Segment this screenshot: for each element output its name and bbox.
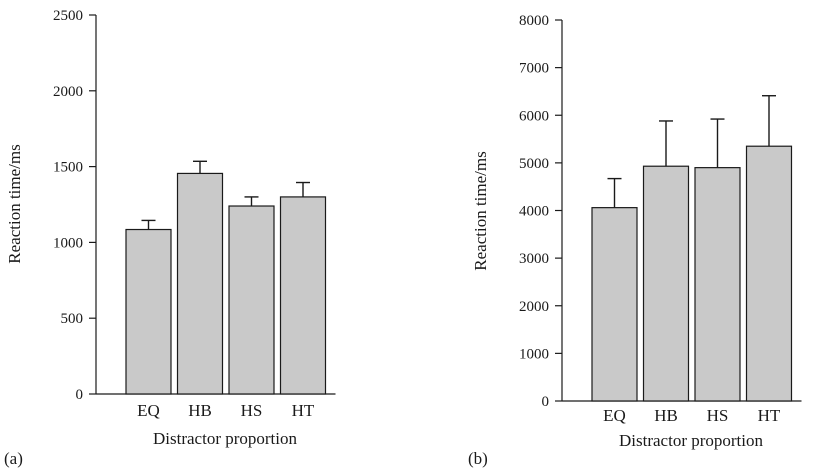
y-tick-label-b: 4000 [519,204,549,220]
y-tick-label-a: 500 [61,311,84,327]
category-label-b: HB [654,406,678,425]
y-tick-label-a: 0 [76,387,84,403]
y-tick-label-b: 3000 [519,251,549,267]
category-label-a: HB [188,401,212,420]
y-tick-label-b: 8000 [519,13,549,29]
y-tick-label-a: 2500 [53,8,83,24]
y-tick-label-a: 1500 [53,160,83,176]
panel-label-a: (a) [4,449,23,468]
y-tick-label-b: 2000 [519,299,549,315]
category-label-b: HS [707,406,729,425]
y-tick-label-a: 1000 [53,235,83,251]
bar-b-hs [694,167,741,402]
chart-panel-a: Reaction time/ms Distractor proportion (… [4,8,336,468]
bar-a-hb [176,172,224,395]
category-label-a: HS [241,401,263,420]
y-axis-title-a: Reaction time/ms [5,144,24,263]
x-axis-title-a: Distractor proportion [153,429,297,448]
y-axis-title-b: Reaction time/ms [471,151,490,270]
category-label-b: HT [758,406,781,425]
chart-panel-b: Reaction time/ms Distractor proportion (… [468,13,802,468]
bar-a-eq [125,228,172,395]
panel-label-b: (b) [468,449,488,468]
bar-a-ht [279,196,327,395]
y-tick-label-a: 2000 [53,84,83,100]
bar-a-hs [228,205,275,395]
y-tick-label-b: 0 [542,394,550,410]
y-tick-label-b: 5000 [519,156,549,172]
y-tick-label-b: 7000 [519,61,549,77]
category-label-a: HT [292,401,315,420]
bar-b-ht [745,145,793,402]
bar-b-eq [591,207,638,402]
x-axis-title-b: Distractor proportion [619,431,763,450]
y-tick-label-b: 6000 [519,108,549,124]
category-label-a: EQ [137,401,160,420]
y-tick-label-b: 1000 [519,346,549,362]
bar-b-hb [642,165,690,402]
category-label-b: EQ [603,406,626,425]
